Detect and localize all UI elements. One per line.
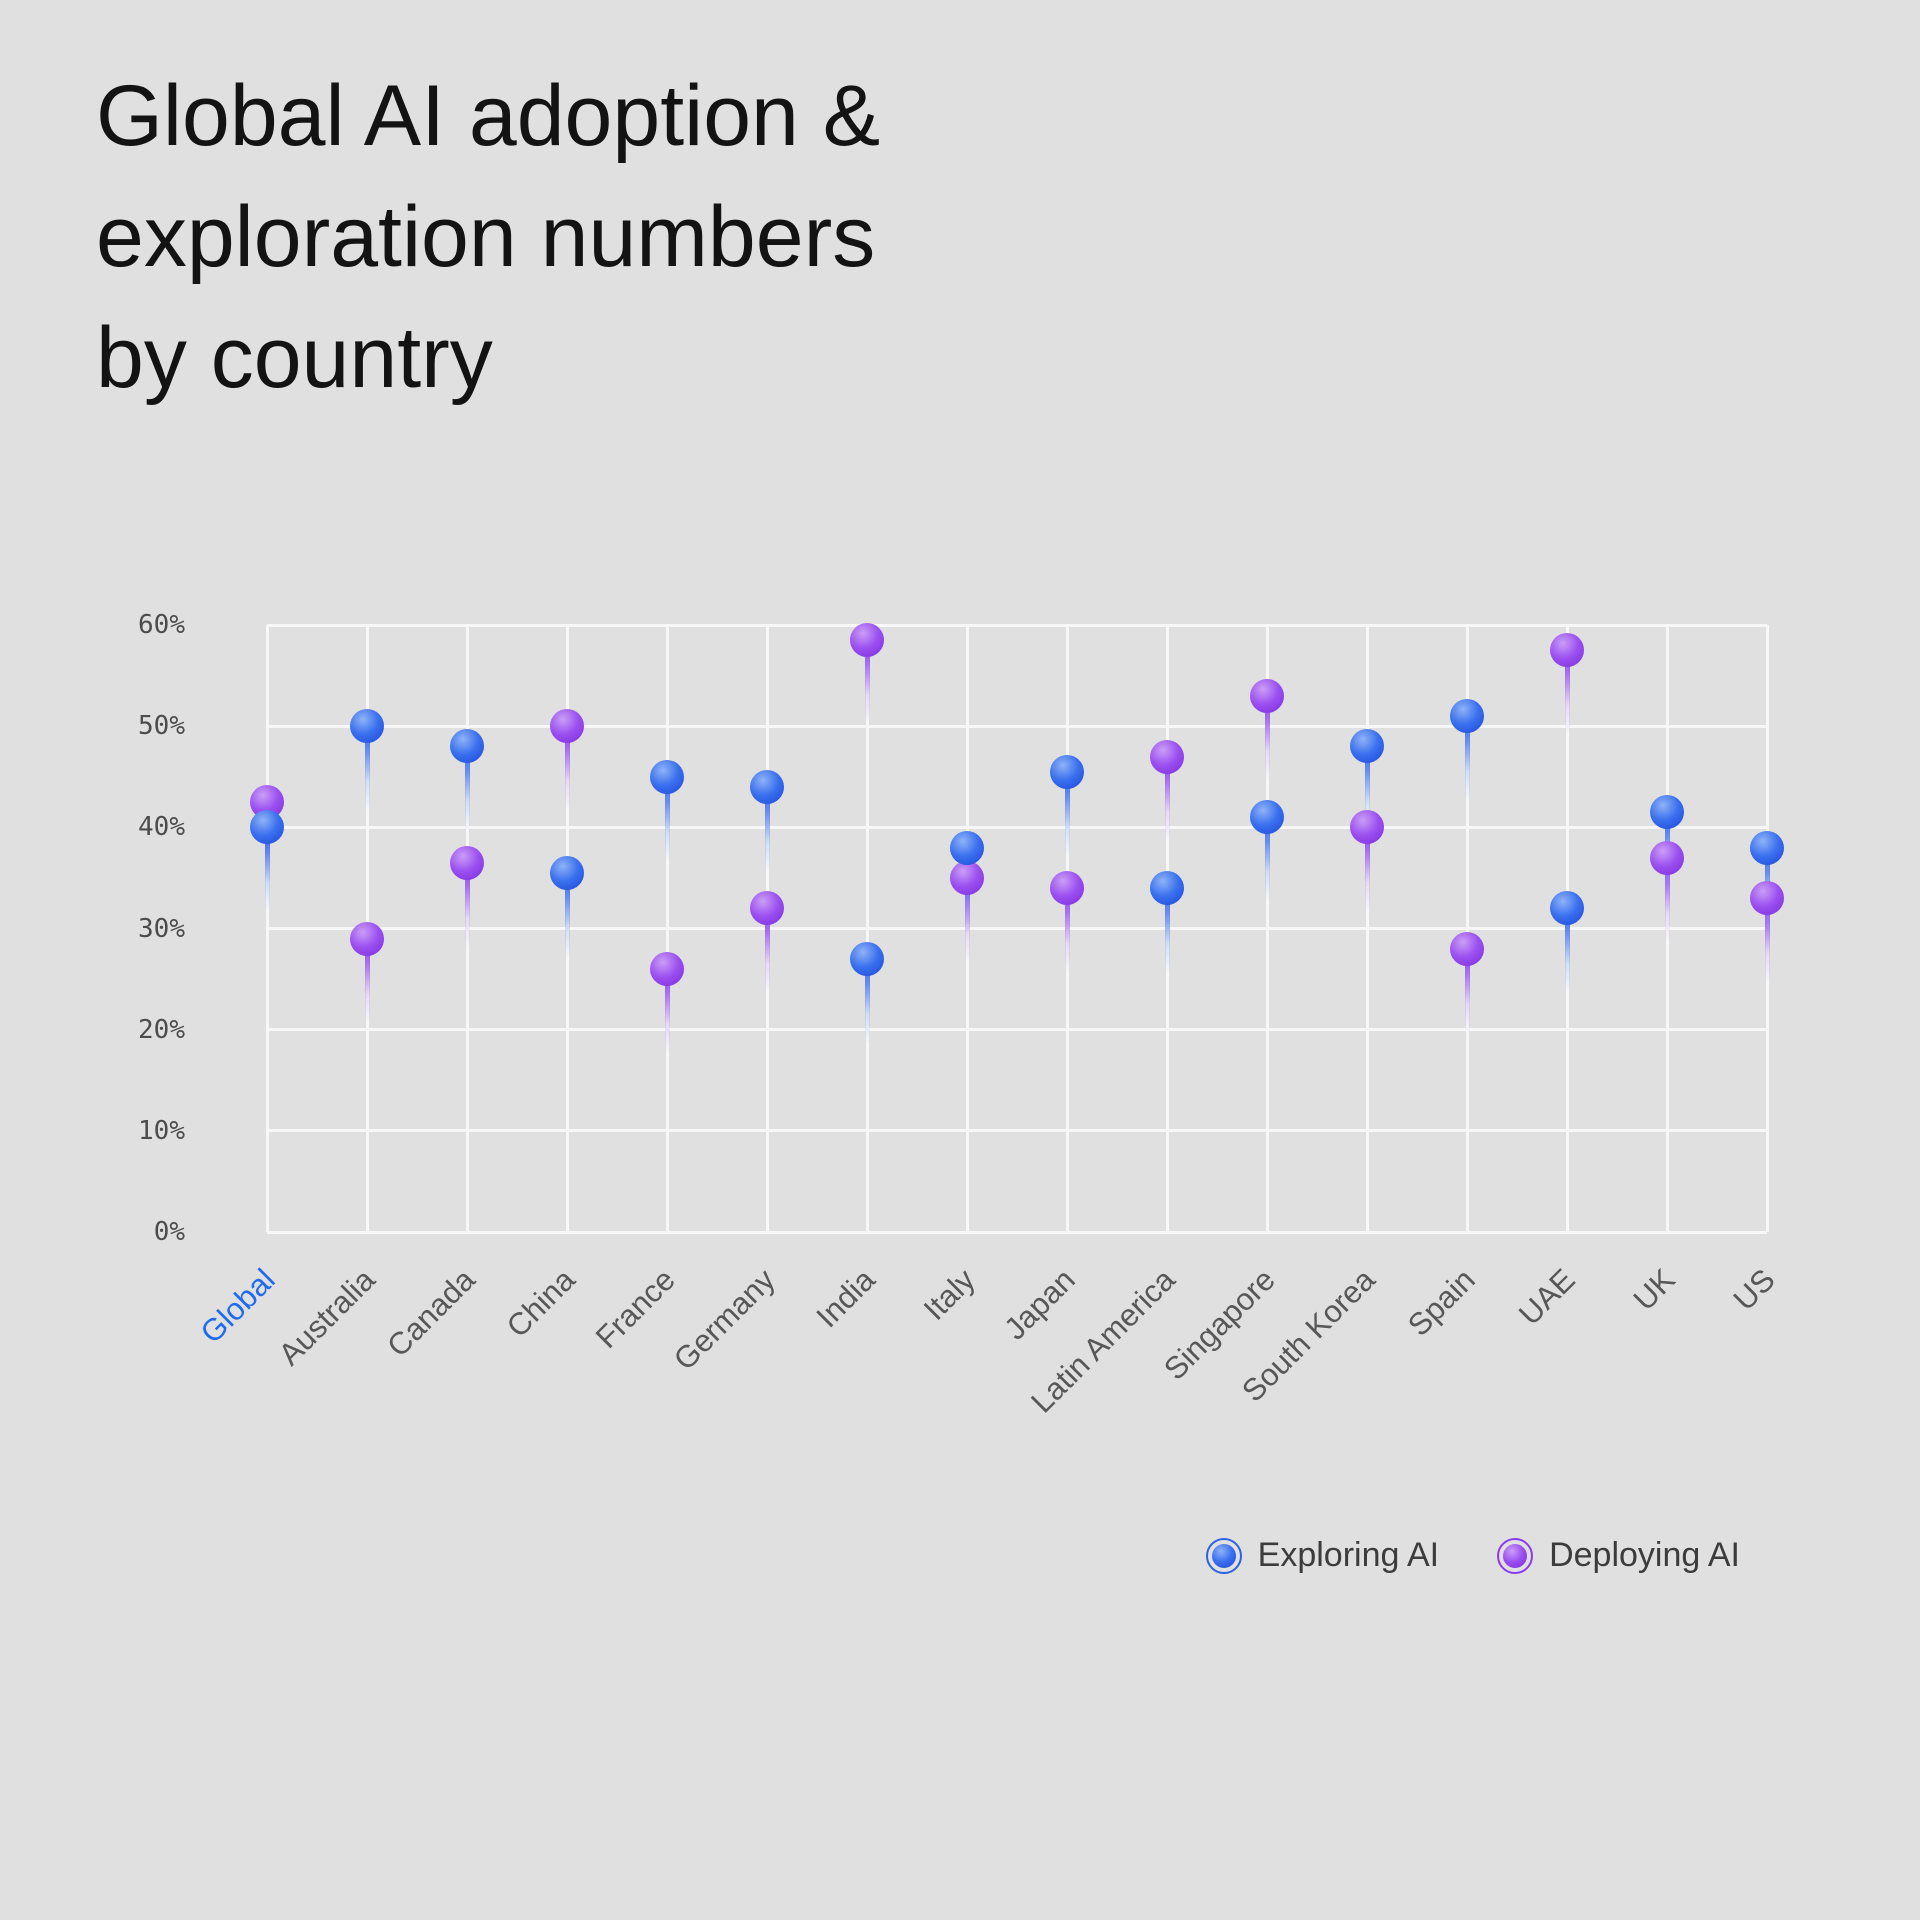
gridline-y-60 — [267, 623, 1767, 627]
y-axis-tick-30: 30% — [138, 913, 185, 944]
gridline-y-30 — [267, 927, 1767, 930]
point-tail-deploying-singapore — [1264, 695, 1270, 781]
point-tail-deploying-spain — [1464, 948, 1470, 1034]
exploring-ai-marker-icon — [1205, 1537, 1242, 1574]
point-tail-deploying-australia — [364, 938, 370, 1024]
point-tail-deploying-india — [864, 640, 870, 726]
gridline-x-india — [865, 625, 869, 1232]
legend-label-exploring-ai: Exploring AI — [1257, 1536, 1440, 1574]
point-tail-exploring-global — [264, 827, 270, 913]
data-point-exploring-italy — [950, 830, 984, 865]
legend-label-deploying-ai: Deploying AI — [1549, 1536, 1740, 1574]
gridline-x-global — [265, 625, 269, 1232]
data-point-deploying-italy — [950, 860, 984, 895]
point-tail-exploring-canada — [464, 746, 470, 832]
chart-plot-area: 0% 10% 20% 30% 40% 50% 60% Global Australia Canad… — [138, 610, 1784, 1420]
gridline-x-singapore — [1265, 625, 1269, 1232]
gridline-y-20 — [267, 1028, 1767, 1032]
y-axis-tick-0: 0% — [153, 1217, 185, 1247]
data-point-exploring-uae — [1550, 891, 1584, 926]
data-point-exploring-india — [850, 941, 884, 976]
point-tail-deploying-latin-america — [1164, 756, 1170, 842]
data-point-deploying-australia — [350, 921, 384, 956]
data-point-exploring-china — [550, 855, 584, 890]
data-point-exploring-canada — [450, 729, 484, 764]
page-title: Global AI adoption & exploration numbers… — [96, 68, 881, 406]
point-tail-exploring-germany — [764, 786, 770, 872]
y-axis-tick-10: 10% — [138, 1115, 185, 1146]
data-point-exploring-france — [650, 759, 684, 794]
deploying-ai-marker-icon — [1497, 1537, 1534, 1574]
gridline-y-0 — [267, 1230, 1767, 1234]
data-point-deploying-spain — [1450, 931, 1484, 966]
point-tail-deploying-uae — [1564, 650, 1570, 736]
gridline-y-10 — [267, 1129, 1767, 1133]
point-tail-deploying-us — [1764, 898, 1770, 984]
point-tail-deploying-france — [664, 968, 670, 1054]
gridline-x-spain — [1465, 625, 1469, 1232]
data-point-exploring-japan — [1050, 754, 1084, 789]
point-tail-exploring-japan — [1064, 771, 1070, 857]
data-point-deploying-latin-america — [1150, 739, 1184, 774]
data-point-deploying-germany — [750, 891, 784, 926]
chart-legend: Exploring AI Deploying AI — [1205, 1536, 1740, 1575]
data-point-exploring-south-korea — [1350, 729, 1384, 764]
gridline-y-40 — [267, 825, 1767, 829]
y-axis-tick-60: 60% — [138, 610, 185, 640]
gridline-x-south-korea — [1365, 625, 1369, 1232]
data-point-deploying-france — [650, 951, 684, 986]
data-point-deploying-uae — [1550, 633, 1584, 668]
data-point-exploring-us — [1750, 830, 1784, 865]
point-tail-exploring-south-korea — [1364, 746, 1370, 832]
data-point-deploying-india — [850, 623, 884, 658]
point-tail-deploying-uk — [1664, 857, 1670, 943]
point-tail-deploying-canada — [464, 862, 470, 948]
point-tail-exploring-singapore — [1264, 817, 1270, 903]
point-tail-exploring-france — [664, 776, 670, 862]
point-tail-deploying-south-korea — [1364, 827, 1370, 913]
gridline-y-50 — [267, 724, 1767, 728]
point-tail-exploring-spain — [1464, 716, 1470, 802]
data-point-deploying-uk — [1650, 840, 1684, 875]
data-point-exploring-singapore — [1250, 800, 1284, 835]
legend-item-deploying-ai[interactable]: Deploying AI — [1497, 1536, 1740, 1575]
y-axis-tick-50: 50% — [138, 711, 185, 742]
data-point-exploring-germany — [750, 769, 784, 804]
y-axis-tick-20: 20% — [138, 1014, 185, 1045]
point-tail-deploying-china — [564, 726, 570, 812]
data-point-exploring-global — [250, 810, 284, 845]
point-tail-exploring-latin-america — [1164, 888, 1170, 974]
data-point-deploying-us — [1750, 881, 1784, 916]
point-tail-exploring-uae — [1564, 908, 1570, 994]
data-point-exploring-spain — [1450, 699, 1484, 734]
gridline-x-france — [665, 625, 669, 1232]
y-axis-tick-40: 40% — [138, 812, 185, 843]
data-point-exploring-uk — [1650, 795, 1684, 830]
point-tail-deploying-germany — [764, 908, 770, 994]
point-tail-exploring-australia — [364, 726, 370, 812]
point-tail-exploring-india — [864, 958, 870, 1044]
point-tail-exploring-china — [564, 872, 570, 958]
point-tail-deploying-japan — [1064, 888, 1070, 974]
legend-item-exploring-ai[interactable]: Exploring AI — [1205, 1536, 1440, 1575]
data-point-deploying-singapore — [1250, 678, 1284, 713]
data-point-deploying-japan — [1050, 871, 1084, 906]
data-point-deploying-south-korea — [1350, 810, 1384, 845]
data-point-deploying-canada — [450, 845, 484, 880]
data-point-exploring-latin-america — [1150, 871, 1184, 906]
data-point-deploying-china — [550, 709, 584, 744]
data-point-exploring-australia — [350, 709, 384, 744]
